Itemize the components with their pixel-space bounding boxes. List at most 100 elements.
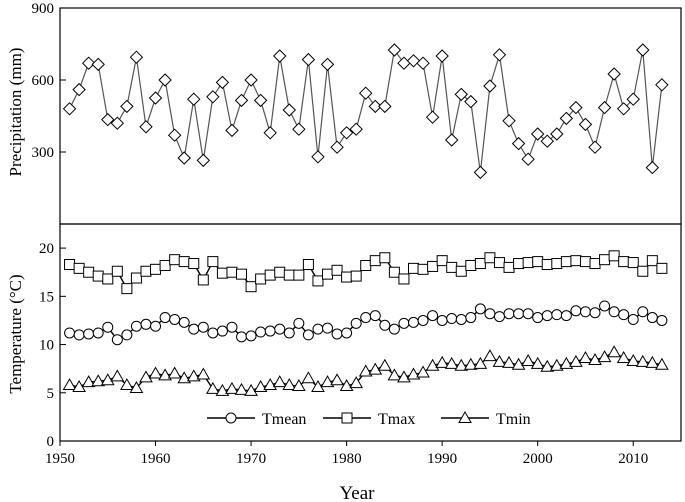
tmean-point <box>465 312 477 324</box>
precipitation-point <box>301 52 316 67</box>
tmax-point <box>264 269 276 281</box>
x-tick-label: 1970 <box>236 451 266 467</box>
tmax-point <box>455 265 467 277</box>
tmax-point <box>484 252 496 264</box>
tmean-point <box>293 317 305 329</box>
tmean-point <box>646 312 658 324</box>
tmin-point <box>186 369 201 382</box>
tmin-point <box>234 382 249 395</box>
tmax-point <box>503 261 515 273</box>
tmax-point <box>522 257 534 269</box>
legend: Tmean Tmax Tmin <box>207 410 531 428</box>
tmean-point <box>407 316 419 328</box>
precipitation-point <box>445 133 459 147</box>
x-tick-label: 1990 <box>427 451 457 467</box>
tmax-point <box>159 259 171 271</box>
legend-label-tmean: Tmean <box>262 411 306 428</box>
precipitation-point <box>530 127 545 141</box>
tmin-point <box>91 374 106 387</box>
tmax-point <box>398 273 410 285</box>
tmin-point <box>349 376 364 389</box>
precipitation-point <box>550 127 564 141</box>
tmax-point <box>197 274 209 286</box>
tmean-point <box>493 311 505 323</box>
tmax-point <box>618 256 630 268</box>
tmean-point <box>427 310 439 322</box>
tmean-point <box>656 314 668 326</box>
tmax-point <box>83 266 95 278</box>
precipitation-point <box>502 114 516 128</box>
precipitation-point <box>273 49 287 63</box>
tmax-point <box>608 250 620 262</box>
tmean-point <box>226 321 238 333</box>
tmean-point <box>102 321 114 333</box>
precipitation-point <box>62 102 77 116</box>
tmin-point <box>435 355 450 368</box>
tmin-point <box>291 379 306 392</box>
tmax-point <box>599 254 611 266</box>
tmean-point <box>360 312 372 324</box>
tmax-point <box>436 255 448 267</box>
tmin-point <box>530 356 545 369</box>
precipitation-point <box>569 100 583 115</box>
precipitation-point <box>349 122 363 136</box>
tmin-point <box>139 370 153 383</box>
tmean-point <box>369 310 381 322</box>
x-tick-label: 2010 <box>618 451 648 467</box>
precipitation-point <box>607 67 621 81</box>
precipitation-point <box>81 56 96 70</box>
tmean-point <box>608 306 620 318</box>
precipitation-panel: 300 600 900 <box>32 1 682 225</box>
precipitation-point <box>397 56 411 70</box>
tmin-point <box>454 358 469 371</box>
tmax-point <box>302 259 314 271</box>
tmean-point <box>513 308 525 320</box>
precipitation-point <box>655 78 669 92</box>
tmin-point <box>148 366 163 379</box>
precipitation-point <box>378 99 392 114</box>
tmean-point <box>551 309 563 321</box>
precipitation-point <box>177 151 191 165</box>
x-axis-label: Year <box>339 483 375 502</box>
tmax-point <box>236 268 248 280</box>
tmax-point <box>293 269 305 281</box>
tmax-point <box>312 275 324 287</box>
precipitation-point <box>110 116 125 130</box>
tmin-point <box>358 364 373 377</box>
tmax-point <box>541 259 553 271</box>
tmin-point <box>387 368 402 381</box>
precipitation-point <box>206 90 220 104</box>
y-tick-label: 0 <box>47 434 55 450</box>
precipitation-point <box>234 93 249 108</box>
tmax-point <box>207 256 219 268</box>
legend-marker-tmax <box>341 412 353 424</box>
tmax-point <box>341 271 353 283</box>
tmin-point <box>569 354 583 367</box>
precipitation-point <box>483 79 497 93</box>
tmean-point <box>322 322 334 334</box>
tmean-point <box>522 308 534 320</box>
precipitation-point <box>139 120 153 134</box>
tmean-point <box>197 321 209 333</box>
tmax-point <box>474 258 486 270</box>
tmax-point <box>589 258 601 270</box>
precipitation-point <box>521 152 535 166</box>
tmean-point <box>589 307 601 319</box>
precipitation-point <box>148 91 163 105</box>
precipitation-point <box>645 160 660 175</box>
tmax-point <box>150 263 162 275</box>
legend-marker-tmean <box>225 412 237 424</box>
tmax-point <box>627 257 639 269</box>
y-tick-label: 20 <box>39 241 54 257</box>
tmax-point <box>388 266 400 278</box>
tmean-point <box>446 313 458 325</box>
precipitation-point <box>330 140 344 154</box>
tmean-point <box>350 317 362 329</box>
tmax-point <box>178 256 190 268</box>
tmax-point <box>226 266 238 278</box>
tmean-point <box>331 328 343 340</box>
precipitation-point <box>473 165 488 180</box>
tmean-point <box>216 325 228 337</box>
precipitation-point <box>464 94 478 109</box>
tmin-point <box>320 375 335 388</box>
